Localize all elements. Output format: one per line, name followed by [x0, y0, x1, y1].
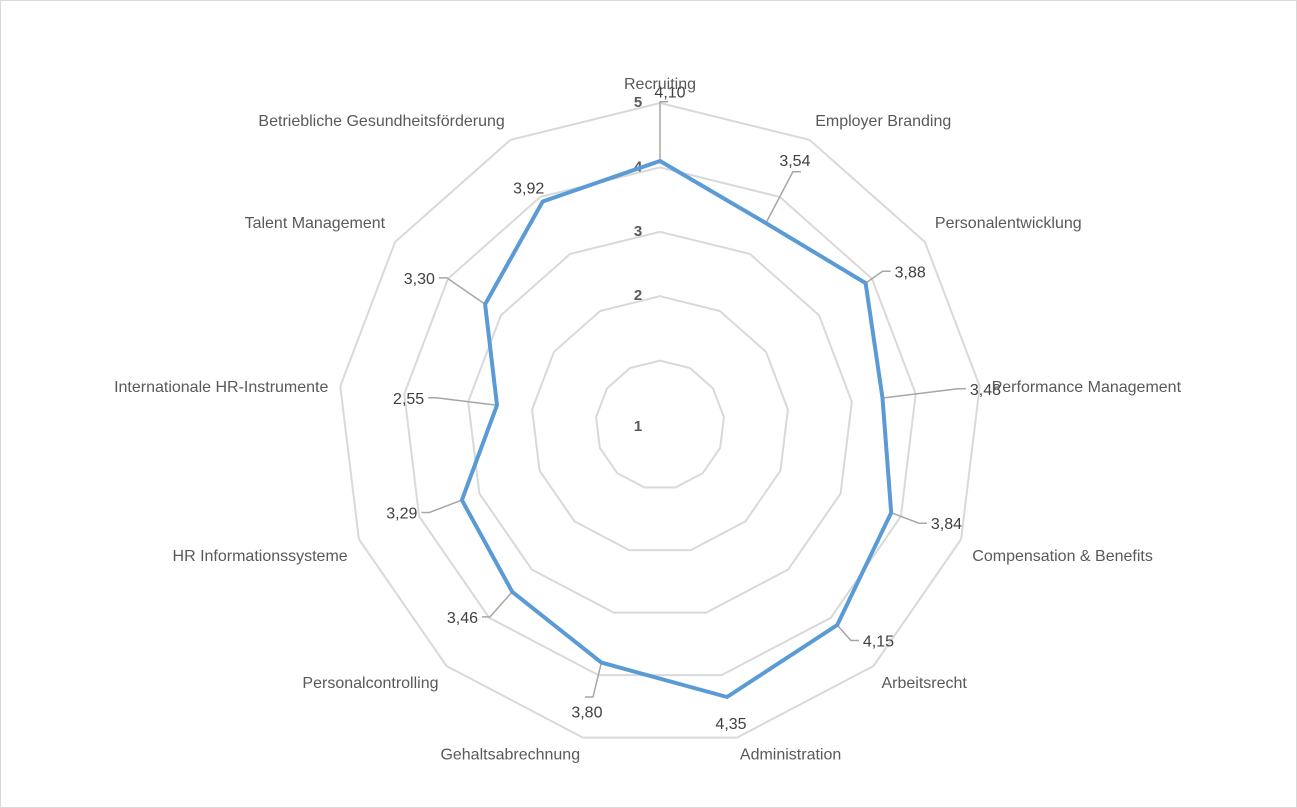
value-label: 3,84 [931, 516, 962, 533]
tick-label: 3 [634, 223, 642, 240]
category-label: Personalcontrolling [302, 675, 438, 692]
category-label: Internationale HR-Instrumente [114, 379, 328, 396]
grid-ring [339, 101, 981, 739]
tick-label: 1 [634, 418, 642, 435]
leader-line [428, 397, 498, 406]
leader-line [659, 100, 668, 161]
value-label: 3,30 [404, 271, 435, 288]
leader-line [482, 591, 513, 618]
category-label: Employer Branding [815, 113, 951, 130]
tick-label: 2 [634, 287, 642, 304]
leader-line [765, 171, 801, 224]
leader-line [585, 662, 603, 698]
leader-line [865, 270, 891, 284]
category-label: Recruiting [624, 76, 696, 93]
category-label: Betriebliche Gesundheitsförderung [258, 113, 504, 130]
grid-ring [531, 295, 789, 552]
value-label: 3,92 [513, 181, 544, 198]
category-label: Performance Management [992, 379, 1182, 396]
value-label: 3,54 [779, 153, 810, 170]
value-label: 3,29 [386, 506, 417, 523]
leader-line [836, 624, 859, 642]
category-label: Talent Management [245, 215, 386, 232]
tick-label: 5 [634, 94, 642, 111]
series-line [459, 159, 894, 699]
leader-line [890, 511, 927, 524]
leader-lines [421, 100, 966, 698]
category-label: Administration [740, 747, 841, 764]
value-label: 2,55 [393, 391, 424, 408]
category-label: Compensation & Benefits [972, 548, 1153, 565]
value-labels: 4,10 3,54 3,88 3,48 3,84 4,15 4,35 3,80 3,46 3,29… [386, 85, 1001, 733]
category-labels: Recruiting Employer Branding Personalentwi… [114, 76, 1182, 764]
leader-line [421, 499, 463, 514]
category-label: HR Informationssysteme [173, 548, 348, 565]
value-label: 4,10 [654, 85, 685, 102]
value-label: 3,46 [447, 610, 478, 627]
grid-ring [595, 359, 725, 489]
value-label: 4,15 [863, 634, 894, 651]
grid-ring [467, 230, 853, 614]
series-group [459, 159, 894, 699]
leader-line [438, 277, 486, 305]
leader-line [882, 388, 966, 399]
value-label: 4,35 [715, 716, 746, 733]
radar-grid [339, 101, 981, 739]
category-label: Arbeitsrecht [882, 675, 968, 692]
grid-ring [403, 166, 917, 677]
category-label: Gehaltsabrechnung [440, 747, 580, 764]
category-label: Personalentwicklung [935, 215, 1082, 232]
value-label: 3,80 [571, 705, 602, 722]
value-label: 3,88 [895, 264, 926, 281]
value-label: 3,48 [970, 382, 1001, 399]
